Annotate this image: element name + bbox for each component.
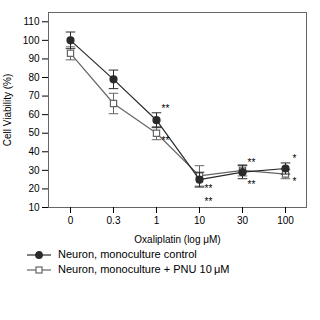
svg-text:0: 0	[68, 215, 74, 226]
svg-text:20: 20	[28, 183, 40, 194]
svg-text:*: *	[293, 176, 297, 187]
svg-text:**: **	[162, 103, 170, 114]
svg-text:30: 30	[237, 215, 249, 226]
svg-text:1: 1	[154, 215, 160, 226]
svg-text:10: 10	[194, 215, 206, 226]
html-text:Neuron, monoculture control: Neuron, monoculture control	[58, 248, 197, 260]
svg-text:**: **	[205, 196, 213, 207]
svg-text:30: 30	[28, 165, 40, 176]
svg-text:Cell Viability (%): Cell Viability (%)	[2, 74, 13, 147]
svg-text:100: 100	[23, 35, 40, 46]
svg-text:**: **	[162, 135, 170, 146]
svg-text:10: 10	[28, 202, 40, 213]
svg-text:60: 60	[28, 109, 40, 120]
svg-text:70: 70	[28, 90, 40, 101]
svg-text:90: 90	[28, 53, 40, 64]
svg-text:0.3: 0.3	[107, 215, 121, 226]
svg-text:**: **	[248, 179, 256, 190]
svg-text:*: *	[293, 153, 297, 164]
svg-text:50: 50	[28, 127, 40, 138]
svg-text:40: 40	[28, 146, 40, 157]
svg-text:80: 80	[28, 72, 40, 83]
svg-text:Oxaliplatin (log μM): Oxaliplatin (log μM)	[134, 234, 220, 245]
svg-text:**: **	[205, 183, 213, 194]
svg-text:100: 100	[277, 215, 294, 226]
svg-text:**: **	[248, 157, 256, 168]
html-text:Neuron, monoculture + PNU 10 μ: Neuron, monoculture + PNU 10 μM	[58, 263, 230, 275]
svg-text:110: 110	[24, 16, 40, 27]
